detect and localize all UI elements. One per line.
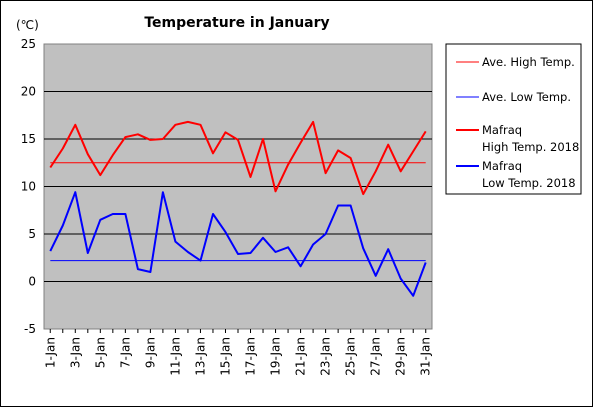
x-tick-label: 13-Jan	[193, 337, 207, 376]
x-tick-label: 5-Jan	[93, 337, 107, 368]
y-tick-label: 5	[28, 227, 36, 241]
x-tick-label: 17-Jan	[244, 337, 258, 376]
legend-label: Ave. High Temp.	[482, 55, 575, 69]
legend-label: Ave. Low Temp.	[482, 90, 571, 104]
legend-label: High Temp. 2018	[482, 140, 579, 154]
y-axis-unit: (℃)	[16, 18, 39, 32]
legend-label: Mafraq	[482, 123, 522, 137]
x-tick-label: 21-Jan	[294, 337, 308, 376]
series-line-4	[49, 191, 427, 297]
chart-title: Temperature in January	[144, 15, 329, 31]
x-tick-label: 11-Jan	[168, 337, 182, 376]
y-tick-label: 0	[28, 275, 36, 289]
legend	[445, 43, 582, 195]
x-tick-label: 3-Jan	[68, 337, 82, 368]
x-tick-label: 19-Jan	[269, 337, 283, 376]
legend-entries: Ave. High Temp. Ave. Low Temp. Mafraq High …	[456, 55, 579, 190]
x-tick-label: 9-Jan	[143, 337, 157, 368]
y-tick-label: 20	[21, 85, 36, 99]
grid-lines	[44, 91, 432, 282]
y-tick-label: -5	[24, 322, 36, 336]
x-tick-label: 31-Jan	[419, 337, 433, 376]
legend-label: Mafraq	[482, 159, 522, 173]
axes: -5 0 5 10 15 20 25 1-Jan 3-Jan 5-Jan 7-Jan 9-Jan 11-…	[21, 37, 433, 376]
series-line-3	[49, 120, 427, 196]
x-tick-label: 25-Jan	[344, 337, 358, 376]
x-tick-label: 27-Jan	[369, 337, 383, 376]
x-tick-label: 15-Jan	[218, 337, 232, 376]
x-tick-label: 23-Jan	[319, 337, 333, 376]
legend-label: Low Temp. 2018	[482, 176, 576, 190]
y-tick-label: 10	[21, 180, 36, 194]
x-tick-label: 7-Jan	[118, 337, 132, 368]
y-tick-label: 15	[21, 132, 36, 146]
x-tick-label: 1-Jan	[43, 337, 57, 368]
series-lines	[49, 120, 427, 297]
y-tick-label: 25	[21, 37, 36, 51]
x-tick-label: 29-Jan	[394, 337, 408, 376]
